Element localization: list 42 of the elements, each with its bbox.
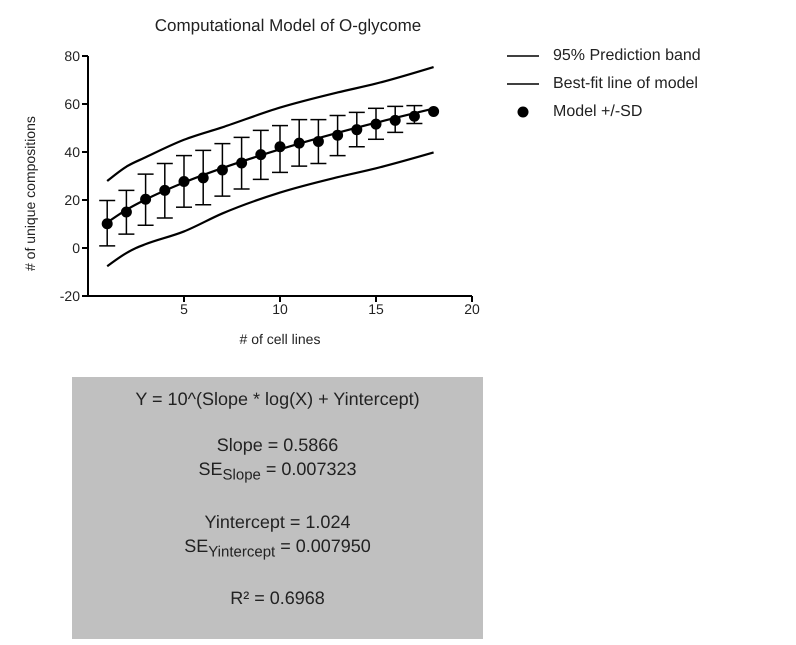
line-series — [106, 66, 435, 182]
legend-label: Best-fit line of model — [553, 74, 698, 94]
point — [370, 118, 382, 130]
x-tick-label: 20 — [464, 300, 480, 317]
text: Slope = 0.5866 — [216, 435, 338, 455]
line-series — [106, 151, 435, 268]
text: Yintercept = 1.024 — [204, 512, 350, 532]
point — [274, 141, 286, 152]
x-tick-label: 15 — [368, 300, 384, 317]
legend-label: 95% Prediction band — [553, 46, 701, 66]
y-tick-label: 0 — [72, 240, 80, 256]
y-tick-label: 60 — [64, 96, 80, 112]
text: SE$_{Slope}$ = 0.007323 — [198, 459, 356, 484]
y-axis-title: # of unique compositions — [22, 116, 38, 271]
point — [294, 138, 305, 149]
text: SE$_{Yintercept}$ = 0.007950 — [184, 536, 371, 560]
y-tick-label: 80 — [64, 48, 80, 64]
point — [351, 124, 362, 136]
point — [255, 149, 266, 160]
point — [236, 158, 248, 169]
point — [102, 218, 113, 230]
point — [159, 184, 170, 196]
y-tick-label: 20 — [64, 192, 80, 208]
point — [140, 194, 152, 205]
point — [390, 114, 401, 126]
x-axis-title: # of cell lines — [240, 331, 320, 347]
point — [332, 130, 344, 141]
chart-title: Computational Model of O-glycome — [154, 16, 422, 36]
point — [428, 106, 440, 117]
point — [120, 206, 132, 218]
x-tick-label: 5 — [180, 300, 188, 317]
point — [216, 164, 228, 176]
point — [198, 172, 209, 184]
point — [408, 110, 420, 122]
point — [312, 136, 324, 147]
point — [178, 176, 190, 188]
y-tick-label: -20 — [60, 288, 80, 304]
text: R² = 0.6968 — [230, 588, 325, 608]
y-tick-label: 40 — [64, 144, 80, 160]
x-tick-label: 10 — [272, 300, 288, 317]
text: Y = 10^(Slope * log(X) + Yintercept) — [135, 389, 420, 409]
legend-label: Model +/-SD — [553, 102, 642, 122]
